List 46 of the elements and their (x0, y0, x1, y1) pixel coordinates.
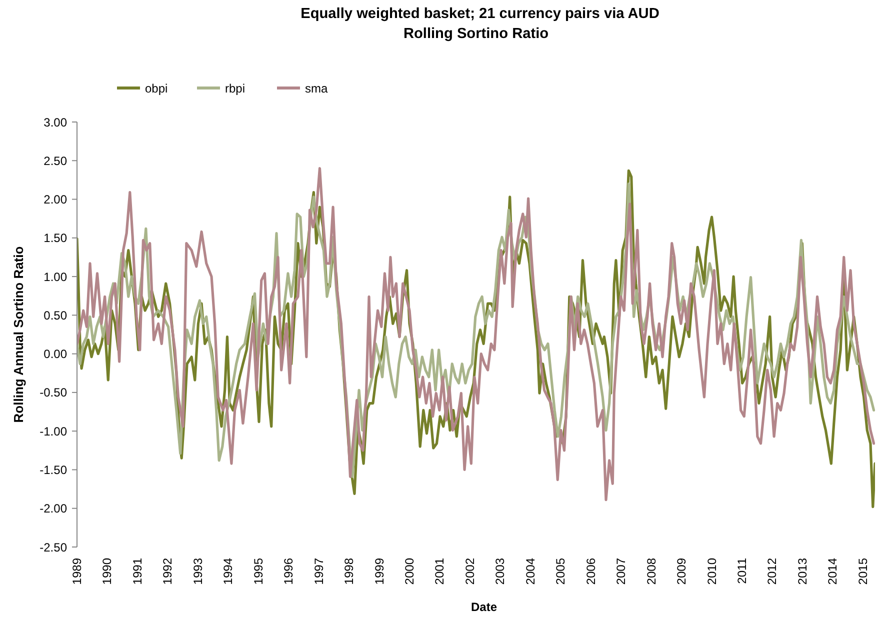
legend-label: sma (305, 82, 328, 96)
legend-label: obpi (145, 82, 168, 96)
x-tick-label: 1992 (160, 558, 175, 585)
y-tick-label: -2.50 (40, 540, 68, 554)
legend-label: rbpi (225, 82, 246, 96)
y-tick-label: 3.00 (44, 115, 68, 130)
x-tick-label: 2004 (523, 558, 538, 585)
x-tick-label: 2005 (554, 558, 568, 585)
y-tick-label: 2.50 (44, 154, 68, 168)
x-tick-label: 1997 (312, 558, 326, 585)
chart-title: Equally weighted basket; 21 currency pairs via AUD (300, 6, 660, 22)
x-tick-label: 2015 (856, 558, 870, 585)
x-tick-label: 2001 (432, 558, 447, 585)
x-tick-label: 1990 (100, 558, 114, 585)
x-tick-label: 1994 (221, 558, 236, 585)
y-tick-label: 0.00 (44, 347, 68, 362)
x-tick-label: 1989 (70, 558, 84, 585)
x-tick-label: 1991 (130, 558, 144, 585)
x-tick-label: 2009 (674, 558, 689, 585)
x-tick-label: 2002 (462, 558, 477, 585)
x-tick-label: 2012 (765, 558, 780, 585)
y-tick-label: 0.50 (44, 308, 68, 322)
y-tick-label: 1.00 (44, 270, 68, 284)
y-tick-label: -0.50 (40, 386, 68, 400)
x-tick-label: 1998 (342, 558, 356, 585)
x-tick-label: 2014 (826, 558, 840, 585)
x-tick-label: 2010 (704, 558, 719, 585)
x-tick-label: 2006 (584, 558, 598, 585)
x-tick-label: 2013 (795, 558, 810, 585)
y-tick-label: -2.00 (40, 502, 68, 516)
x-tick-label: 1996 (282, 558, 296, 585)
x-tick-label: 2008 (644, 558, 658, 585)
y-tick-label: -1.50 (40, 462, 68, 477)
x-axis-title: Date (470, 600, 498, 614)
x-tick-label: 2007 (614, 558, 628, 585)
chart-subtitle: Rolling Sortino Ratio (403, 26, 549, 42)
x-tick-label: 2000 (402, 558, 416, 585)
y-tick-label: 1.50 (44, 231, 68, 246)
x-tick-label: 1995 (251, 558, 266, 585)
y-axis-title: Rolling Annual Sortino Ratio (10, 246, 26, 423)
x-tick-label: 1999 (372, 558, 386, 585)
y-tick-label: 2.00 (44, 192, 68, 207)
x-tick-label: 2003 (493, 558, 508, 585)
x-tick-label: 2011 (735, 558, 749, 584)
x-tick-label: 1993 (190, 558, 205, 585)
y-tick-label: -1.00 (40, 424, 68, 438)
